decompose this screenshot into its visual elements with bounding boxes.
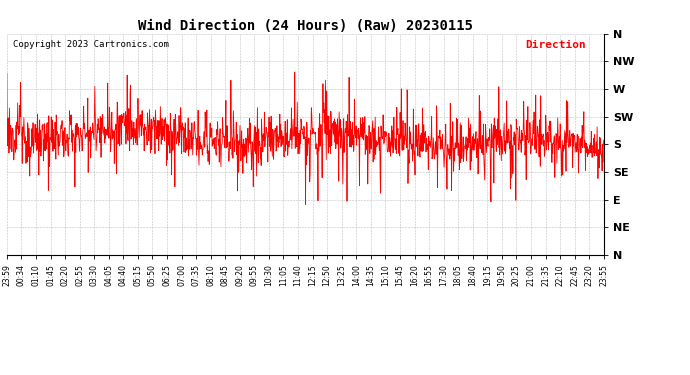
Direction	[290, 70, 299, 74]
Direction	[399, 118, 407, 123]
Direction	[302, 202, 310, 207]
Text: Copyright 2023 Cartronics.com: Copyright 2023 Cartronics.com	[13, 40, 169, 50]
Direction	[477, 144, 485, 148]
Direction	[202, 134, 210, 139]
Direction	[600, 138, 608, 142]
Direction	[135, 118, 144, 123]
Text: Direction: Direction	[525, 40, 586, 50]
Direction	[3, 71, 11, 76]
Direction	[121, 120, 129, 125]
Line: Direction: Direction	[7, 72, 604, 204]
Direction	[529, 132, 538, 136]
Title: Wind Direction (24 Hours) (Raw) 20230115: Wind Direction (24 Hours) (Raw) 20230115	[138, 19, 473, 33]
